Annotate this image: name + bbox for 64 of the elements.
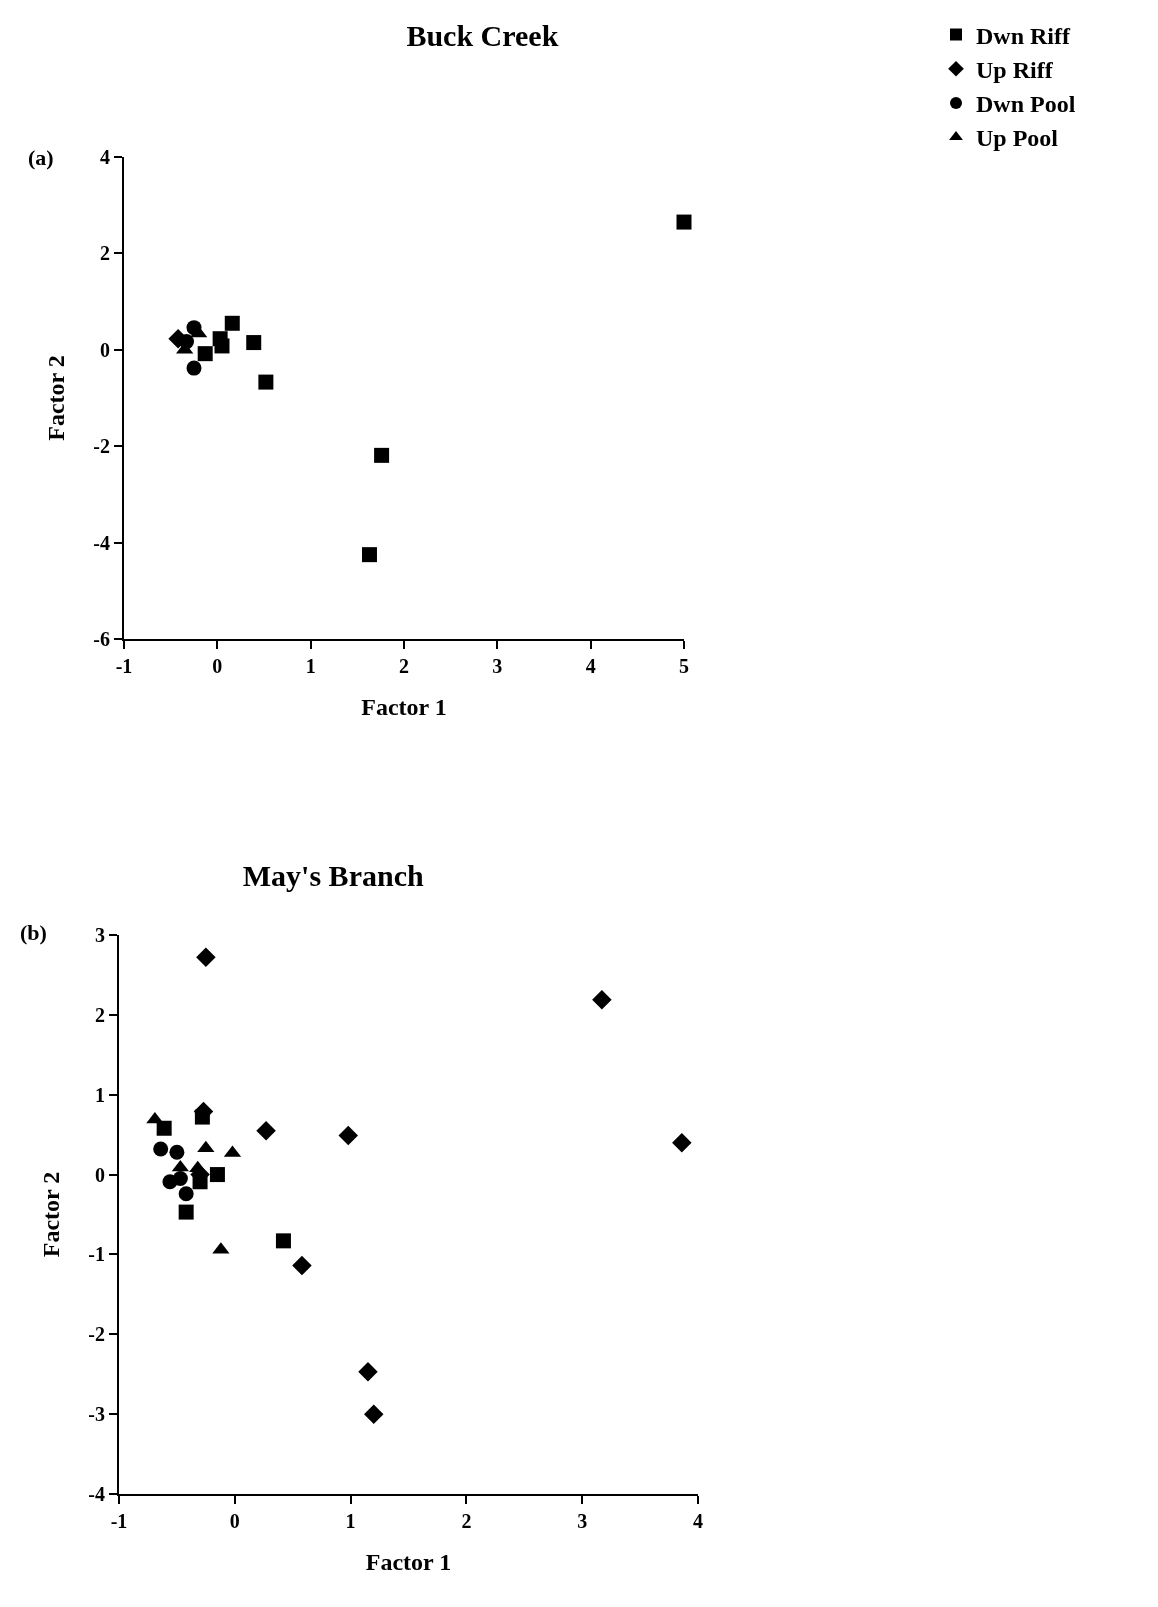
point — [258, 374, 274, 390]
y-tick-label: 2 — [95, 1003, 105, 1026]
y-tick-label: -4 — [88, 1483, 105, 1505]
y-tick-label: -2 — [88, 1323, 105, 1346]
y-tick-label: 0 — [95, 1163, 105, 1186]
x-axis-title: Factor 1 — [365, 1548, 452, 1575]
point — [361, 547, 377, 563]
point — [197, 346, 213, 362]
point — [178, 1186, 194, 1202]
legend-label: Dwn Riff — [976, 22, 1071, 49]
point — [338, 1125, 359, 1146]
point — [676, 214, 692, 230]
point — [256, 1120, 276, 1141]
legend-label: Up Riff — [976, 57, 1054, 84]
point — [672, 1132, 692, 1153]
y-tick-label: -1 — [88, 1243, 105, 1266]
legend-label: Dwn Pool — [976, 91, 1076, 118]
point — [358, 1362, 378, 1382]
x-tick-label: 3 — [492, 655, 503, 677]
y-tick-label: -4 — [93, 531, 110, 554]
point — [209, 1167, 225, 1183]
legend-label: Up Pool — [976, 125, 1059, 152]
x-tick-label: 2 — [461, 1510, 472, 1532]
point — [592, 989, 612, 1010]
text: (b) — [20, 920, 47, 945]
y-tick-label: -6 — [93, 628, 110, 650]
point — [146, 1111, 164, 1124]
point — [292, 1255, 312, 1276]
y-axis-title: Factor 2 — [37, 1171, 64, 1258]
point — [169, 1144, 185, 1160]
x-tick-label: 4 — [693, 1510, 703, 1532]
point — [153, 1141, 169, 1157]
x-tick-label: 1 — [345, 1510, 356, 1532]
x-tick-label: 0 — [212, 655, 223, 677]
x-tick-label: 0 — [229, 1510, 240, 1532]
x-tick-label: 5 — [679, 655, 689, 677]
point — [172, 1171, 188, 1187]
point — [224, 315, 240, 331]
y-tick-label: 4 — [100, 146, 110, 168]
y-tick-label: 3 — [95, 924, 105, 946]
point — [156, 1120, 172, 1136]
y-tick-label: 0 — [100, 338, 110, 361]
x-axis-title: Factor 1 — [361, 693, 447, 720]
text: (a) — [28, 145, 54, 170]
point — [214, 338, 230, 354]
y-tick-label: 1 — [95, 1083, 105, 1106]
x-tick-label: 4 — [585, 655, 596, 677]
point — [364, 1404, 384, 1424]
y-tick-label: -3 — [88, 1403, 105, 1426]
x-tick-label: -1 — [115, 655, 133, 677]
chart-title: May's Branch — [242, 858, 424, 892]
point — [196, 947, 216, 968]
point — [275, 1233, 291, 1249]
point — [186, 360, 202, 376]
point — [246, 335, 262, 351]
y-axis-title: Factor 2 — [42, 355, 69, 441]
x-tick-label: 2 — [399, 655, 409, 677]
x-tick-label: 3 — [577, 1510, 588, 1532]
y-tick-label: -2 — [93, 435, 110, 458]
x-tick-label: 1 — [305, 655, 316, 677]
chart-title: Buck Creek — [406, 18, 559, 52]
y-tick-label: 2 — [100, 242, 110, 265]
point — [178, 1204, 194, 1220]
point — [374, 447, 390, 463]
